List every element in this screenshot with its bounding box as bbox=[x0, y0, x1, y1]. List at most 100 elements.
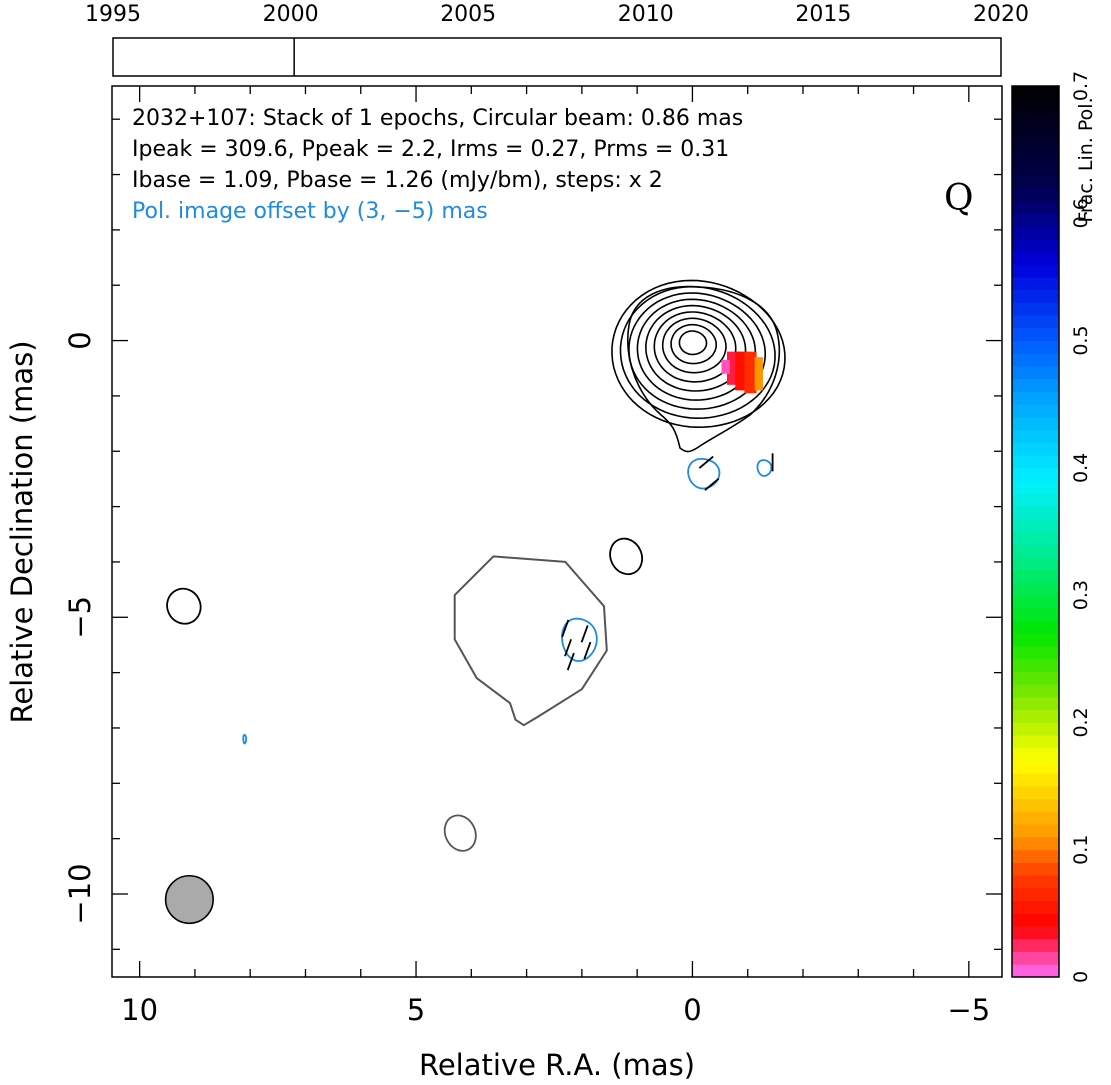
colorbar-step bbox=[1012, 556, 1059, 571]
colorbar-step bbox=[1012, 760, 1059, 774]
colorbar-step bbox=[1012, 722, 1059, 736]
colorbar-step bbox=[1012, 925, 1059, 940]
colorbar-step bbox=[1012, 836, 1059, 851]
colorbar-step bbox=[1012, 212, 1059, 227]
colorbar-step bbox=[1012, 289, 1059, 303]
pol-contour bbox=[242, 734, 247, 745]
map-panel: 10 5 0 −5 0 −5 −10 Relative R.A. (mas) Relati… bbox=[5, 85, 1003, 1082]
evpa-stick bbox=[704, 477, 720, 491]
colorbar-step bbox=[1012, 543, 1059, 558]
colorbar-step bbox=[1012, 123, 1059, 138]
colorbar-tick-label: 0.2 bbox=[1070, 707, 1092, 737]
colorbar-tick-label: 0.7 bbox=[1070, 71, 1092, 101]
colorbar-step bbox=[1012, 963, 1059, 978]
colorbar-step bbox=[1012, 263, 1059, 278]
colorbar-step bbox=[1012, 849, 1059, 863]
timeline-frame bbox=[112, 37, 1002, 77]
colorbar-step bbox=[1012, 98, 1059, 112]
x-tick-labels: 10 5 0 −5 bbox=[121, 993, 990, 1027]
colorbar-step bbox=[1012, 378, 1059, 392]
y-tick-label: −5 bbox=[63, 596, 97, 639]
colorbar-step bbox=[1012, 442, 1059, 456]
timeline-strip: 1995 2000 2005 2010 2015 2020 bbox=[85, 2, 1029, 77]
evpa-stick bbox=[583, 641, 592, 660]
colorbar-step bbox=[1012, 467, 1059, 481]
colorbar-step bbox=[1012, 327, 1059, 341]
colorbar-step bbox=[1012, 531, 1059, 545]
colorbar-step bbox=[1012, 352, 1059, 367]
colorbar-step bbox=[1012, 161, 1059, 176]
colorbar-step bbox=[1012, 632, 1059, 647]
timeline-label-1995: 1995 bbox=[85, 2, 141, 27]
colorbar-step bbox=[1012, 569, 1059, 583]
colorbar-step bbox=[1012, 251, 1059, 265]
isolated-contour bbox=[443, 814, 477, 852]
colorbar-step bbox=[1012, 85, 1059, 100]
core-contours bbox=[611, 279, 786, 453]
stokes-label: Q bbox=[944, 178, 974, 219]
core-contour bbox=[611, 279, 786, 429]
colorbar-label: Frac. Lin. Pol. bbox=[1075, 97, 1097, 222]
colorbar-step bbox=[1012, 238, 1059, 252]
colorbar-step bbox=[1012, 874, 1059, 889]
pol-contour bbox=[756, 459, 773, 477]
colorbar-step bbox=[1012, 900, 1059, 914]
axis-ticks bbox=[112, 86, 1002, 977]
colorbar-step bbox=[1012, 454, 1059, 469]
core-contour bbox=[645, 304, 747, 392]
annotation-pol-offset: Pol. image offset by (3, −5) mas bbox=[132, 199, 488, 224]
colorbar-step bbox=[1012, 607, 1059, 621]
core-contour bbox=[670, 323, 717, 365]
colorbar-tick-label: 0.5 bbox=[1070, 325, 1092, 355]
jet-contour bbox=[453, 555, 608, 727]
core-contour bbox=[661, 317, 727, 374]
colorbar-step bbox=[1012, 594, 1059, 609]
colorbar-step bbox=[1012, 136, 1059, 151]
colorbar-step bbox=[1012, 912, 1059, 927]
timeline-label-2000: 2000 bbox=[263, 2, 319, 27]
colorbar-step bbox=[1012, 862, 1059, 876]
colorbar-step bbox=[1012, 340, 1059, 354]
colorbar-step bbox=[1012, 174, 1059, 189]
colorbar: 0 0.1 0.2 0.3 0.4 0.5 0.6 0.7 Frac. Lin. Pol. bbox=[1011, 71, 1097, 983]
colorbar-step bbox=[1012, 480, 1059, 494]
colorbar-step bbox=[1012, 620, 1059, 634]
frac-pol-pixel bbox=[754, 357, 763, 391]
colorbar-step bbox=[1012, 391, 1059, 405]
colorbar-step bbox=[1012, 887, 1059, 902]
colorbar-step bbox=[1012, 582, 1059, 596]
colorbar-step bbox=[1012, 301, 1059, 316]
colorbar-step bbox=[1012, 200, 1059, 214]
evpa-stick bbox=[698, 455, 714, 469]
colorbar-step bbox=[1012, 772, 1059, 787]
core-outer-contour bbox=[627, 285, 781, 453]
isolated-contour bbox=[166, 587, 202, 625]
colorbar-tick-label: 0.1 bbox=[1070, 835, 1092, 865]
timeline-label-2020: 2020 bbox=[973, 2, 1029, 27]
annotation-line-1: 2032+107: Stack of 1 epochs, Circular be… bbox=[132, 106, 744, 131]
colorbar-step bbox=[1012, 111, 1059, 125]
colorbar-step bbox=[1012, 658, 1059, 672]
colorbar-step bbox=[1012, 734, 1059, 749]
colorbar-step bbox=[1012, 696, 1059, 711]
core-contour bbox=[653, 311, 737, 383]
map-frame bbox=[111, 85, 1003, 978]
core-contour bbox=[619, 285, 776, 420]
colorbar-step bbox=[1012, 403, 1059, 418]
colorbar-step bbox=[1012, 149, 1059, 163]
colorbar-step bbox=[1012, 683, 1059, 698]
colorbar-step bbox=[1012, 314, 1059, 329]
frac-pol-pixel bbox=[721, 359, 730, 374]
timeline-label-2005: 2005 bbox=[440, 2, 496, 27]
timeline-tick-labels: 1995 2000 2005 2010 2015 2020 bbox=[85, 2, 1029, 27]
colorbar-step bbox=[1012, 671, 1059, 685]
colorbar-step bbox=[1012, 811, 1059, 825]
x-tick-label: −5 bbox=[947, 993, 990, 1027]
frac-pol-pixel bbox=[744, 351, 757, 394]
y-axis-label: Relative Declination (mas) bbox=[5, 340, 39, 723]
colorbar-step bbox=[1012, 416, 1059, 431]
evpa-stick bbox=[561, 619, 570, 638]
x-tick-label: 5 bbox=[407, 993, 425, 1027]
colorbar-tick-labels: 0 0.1 0.2 0.3 0.4 0.5 0.6 0.7 bbox=[1070, 71, 1092, 983]
colorbar-tick-label: 0.3 bbox=[1070, 580, 1092, 610]
